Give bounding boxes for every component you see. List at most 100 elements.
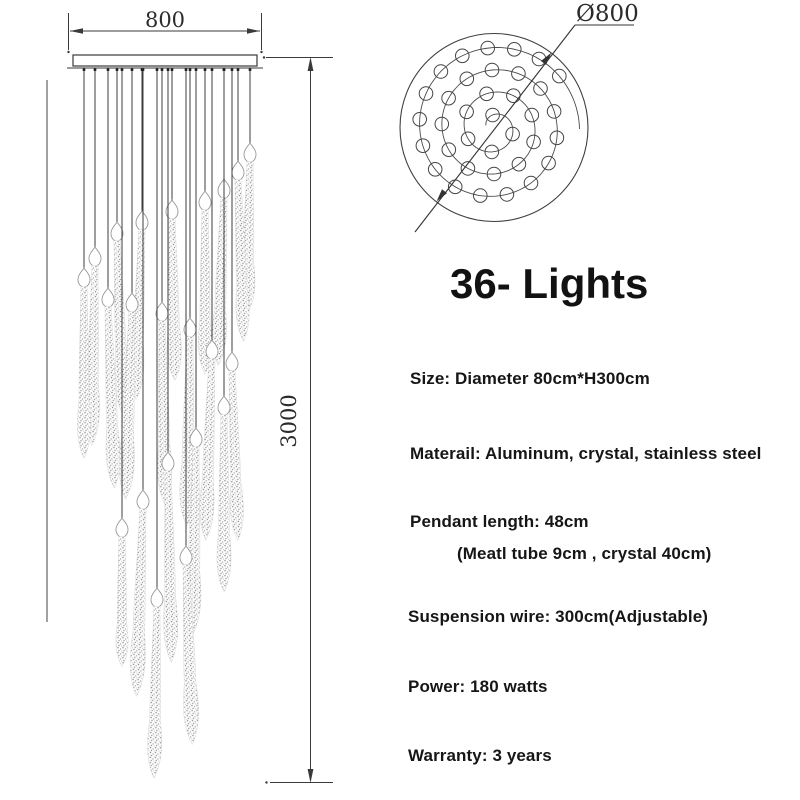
pendant-group: [77, 68, 257, 779]
light-marker: [505, 126, 520, 142]
light-marker: [480, 40, 496, 56]
crystal-drop-icon: [147, 606, 162, 779]
diameter-dimension-label: Ø800: [576, 1, 639, 27]
bulb-icon: [136, 489, 150, 510]
pendant-light: [199, 68, 219, 541]
crystal-drop-icon: [104, 306, 121, 489]
bulb-icon: [198, 190, 212, 211]
pendant-light: [216, 68, 232, 594]
ceiling-plate: [67, 54, 263, 69]
light-marker: [541, 155, 556, 171]
crystal-drop-icon: [228, 370, 244, 541]
spec-line: Materail: Aluminum, crystal, stainless s…: [410, 444, 762, 463]
light-marker: [433, 64, 449, 79]
pendant-light: [118, 68, 139, 500]
pendant-light: [77, 68, 91, 460]
light-marker: [511, 66, 526, 81]
height-dimension-label: 3000: [277, 394, 301, 447]
pendant-light: [115, 68, 129, 667]
crystal-drop-icon: [167, 218, 182, 381]
light-marker: [511, 156, 527, 172]
spec-line: Pendant length: 48cm: [410, 512, 589, 531]
diameter-dimension: Ø800: [414, 1, 639, 233]
light-marker: [486, 166, 502, 182]
light-marker: [479, 86, 494, 102]
bulb-icon: [150, 587, 164, 608]
light-marker: [459, 104, 474, 120]
light-marker: [455, 48, 470, 64]
bulb-icon: [101, 287, 115, 308]
height-dimension: 3000: [262, 56, 333, 784]
spec-line: Warranty: 3 years: [408, 746, 552, 765]
crystal-drop-icon: [182, 564, 199, 745]
light-marker: [418, 86, 434, 101]
crystal-drop-icon: [198, 209, 212, 376]
pendant-light: [147, 68, 164, 779]
front-view-diagram: 800 3000: [46, 8, 333, 784]
pendant-light: [161, 68, 178, 664]
crystal-drop-icon: [199, 358, 216, 541]
crystal-drop-icon: [234, 179, 250, 342]
spec-line: Size: Diameter 80cm*H300cm: [410, 369, 650, 388]
spec-line: Power: 180 watts: [408, 677, 548, 696]
crystal-drop-icon: [163, 470, 178, 664]
light-marker: [552, 68, 567, 84]
top-view-diagram: Ø800: [399, 1, 639, 233]
product-title: 36- Lights: [450, 260, 649, 307]
light-marker: [441, 90, 456, 106]
crystal-drop-icon: [77, 286, 91, 460]
light-marker: [434, 116, 450, 132]
pendant-light: [212, 68, 231, 366]
light-marker: [485, 107, 500, 123]
spec-line: Suspension wire: 300cm(Adjustable): [408, 607, 709, 626]
crystal-drop-icon: [216, 414, 232, 594]
bulb-icon: [77, 267, 91, 288]
width-dimension: 800: [67, 8, 263, 54]
crystal-drop-icon: [118, 311, 136, 500]
light-marker: [524, 107, 540, 123]
bulb-icon: [243, 142, 257, 163]
pendant-light: [198, 68, 212, 376]
light-marker: [460, 161, 476, 176]
bulb-icon: [110, 221, 124, 242]
light-position-markers: [412, 40, 567, 203]
pendant-light: [101, 68, 121, 489]
pendant-light: [129, 68, 150, 697]
light-marker: [484, 62, 500, 78]
bulb-icon: [231, 160, 245, 181]
light-marker: [441, 142, 457, 157]
bulb-icon: [155, 301, 169, 322]
light-marker: [484, 144, 500, 160]
light-marker: [507, 42, 522, 57]
bulb-icon: [115, 517, 129, 538]
width-dimension-label: 800: [145, 8, 185, 32]
light-marker: [546, 104, 562, 119]
bulb-icon: [217, 395, 231, 416]
pendant-light: [231, 68, 250, 342]
bulb-icon: [135, 210, 149, 231]
pendant-light: [165, 68, 182, 381]
light-marker: [549, 130, 565, 146]
light-marker: [523, 175, 539, 191]
pendant-light: [179, 68, 197, 527]
crystal-drop-icon: [129, 508, 147, 697]
pendant-light: [225, 68, 244, 541]
bulb-icon: [225, 351, 239, 372]
crystal-drop-icon: [115, 536, 129, 667]
light-marker: [412, 112, 428, 127]
crystal-drop-icon: [179, 336, 196, 527]
bulb-icon: [88, 246, 102, 267]
light-marker: [473, 188, 488, 203]
light-marker: [526, 134, 541, 150]
pendant-light: [179, 68, 199, 745]
light-marker: [427, 162, 443, 177]
light-marker: [499, 187, 515, 202]
light-marker: [460, 131, 476, 147]
light-marker: [415, 138, 431, 153]
crystal-drop-icon: [212, 197, 228, 366]
spec-line: (Meatl tube 9cm , crystal 40cm): [457, 544, 712, 563]
canopy-outline: [399, 32, 589, 223]
light-marker: [533, 81, 548, 96]
